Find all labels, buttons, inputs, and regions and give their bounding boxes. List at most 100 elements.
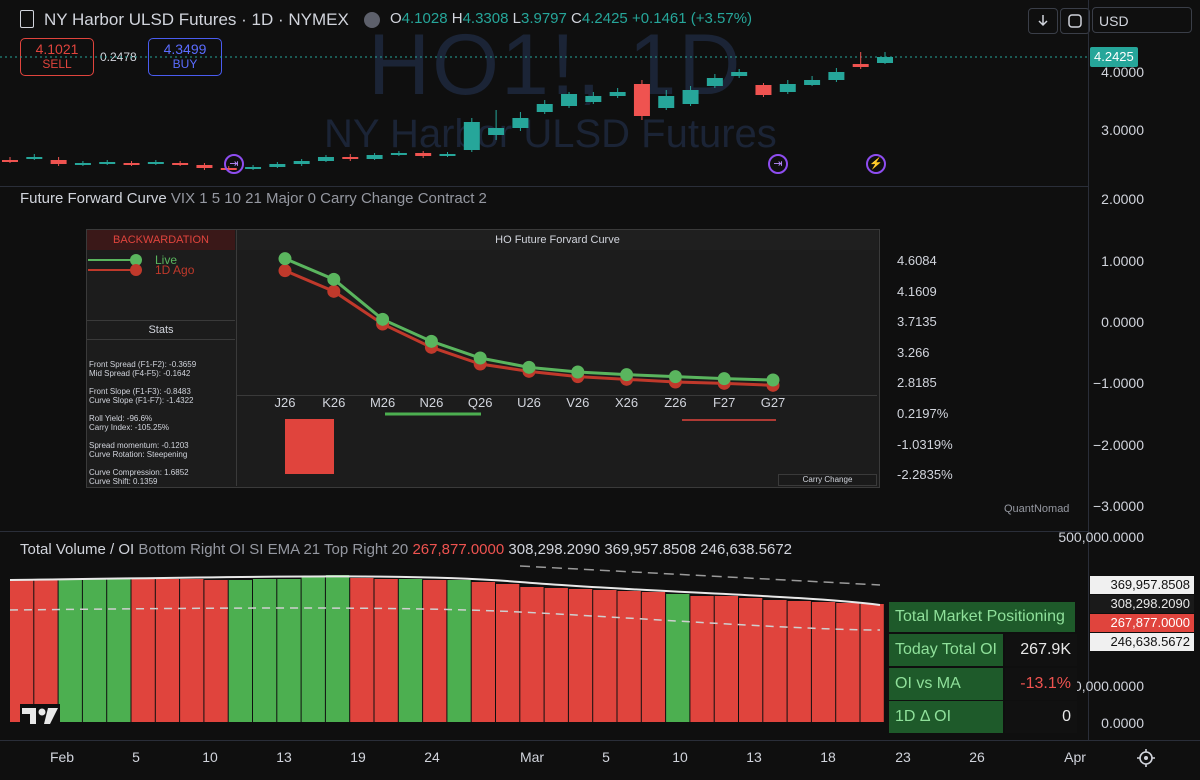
curve-category-label: G27: [761, 395, 786, 410]
pane-divider[interactable]: [0, 531, 1088, 532]
volume-bar: [253, 579, 277, 722]
price-candle: [682, 86, 699, 106]
positioning-value: 0: [1005, 701, 1077, 733]
dividend-event-icon[interactable]: ⇥: [768, 154, 788, 174]
forward-indicator-title: Future Forward Curve: [20, 190, 167, 207]
time-axis-label: 23: [895, 749, 911, 765]
forward-indicator-legend[interactable]: Future Forward Curve VIX 1 5 10 21 Major…: [20, 190, 487, 207]
legend-live: Live: [155, 253, 178, 267]
price-candle: [317, 155, 334, 162]
price-candle: [852, 52, 869, 69]
volume-bar: [690, 596, 714, 722]
volume-value-4: 246,638.5672: [700, 541, 793, 558]
volume-bar: [763, 600, 787, 722]
price-candle: [706, 74, 723, 88]
ohlc-readout: O4.1028 H4.3308 L3.9797 C4.2425 +0.1461 …: [390, 10, 752, 27]
market-status-icon[interactable]: [364, 12, 380, 28]
low-label: L: [512, 10, 521, 27]
sell-button[interactable]: 4.1021 SELL: [20, 38, 94, 76]
table-divider: [87, 320, 235, 321]
stats-line: Spread momentum: -0.1203: [89, 441, 189, 450]
buy-label: BUY: [172, 57, 198, 71]
open-label: O: [390, 10, 402, 27]
table-divider: [236, 250, 237, 486]
positioning-title: Total Market Positioning: [889, 602, 1075, 632]
curve-point-live: [327, 272, 341, 286]
volume-indicator-legend[interactable]: Total Volume / OI Bottom Right OI SI EMA…: [20, 541, 792, 558]
time-axis-label: 13: [746, 749, 762, 765]
volume-bar: [714, 596, 738, 722]
volume-bar: [301, 576, 325, 722]
curve-category-label: Q26: [468, 395, 493, 410]
price-candle: [390, 151, 407, 156]
volume-indicator-params: Bottom Right OI SI EMA 21 Top Right 20: [138, 541, 409, 558]
settings-gear-icon[interactable]: [1136, 748, 1156, 768]
curve-point-ago: [327, 284, 341, 298]
tradingview-logo-icon[interactable]: [20, 704, 60, 726]
volume-bar: [374, 579, 398, 722]
carry-pct-label: -2.2835%: [897, 467, 953, 482]
currency-select[interactable]: USD: [1092, 7, 1192, 33]
volume-bar: [739, 598, 763, 722]
low-value: 3.9797: [520, 10, 567, 27]
volume-bar: [10, 580, 34, 722]
volume-bar: [325, 575, 350, 722]
stats-line: Roll Yield: -96.6%: [89, 414, 153, 423]
volume-indicator-title: Total Volume / OI: [20, 541, 135, 558]
volume-bar: [350, 578, 374, 722]
price-axis[interactable]: [1088, 0, 1089, 740]
volume-bar: [155, 579, 180, 722]
fullscreen-icon[interactable]: [1060, 8, 1090, 34]
price-candle: [342, 154, 359, 161]
curve-category-label: X26: [615, 395, 638, 410]
currency-label: USD: [1099, 13, 1129, 29]
stats-line: [89, 432, 196, 441]
stats-line: Curve Rotation: Steepening: [89, 450, 188, 459]
price-candle: [488, 110, 505, 140]
download-icon[interactable]: [1028, 8, 1058, 34]
indicator-axis-label: 1.0000: [1101, 253, 1144, 269]
price-candle: [50, 157, 67, 166]
time-axis-label: 5: [132, 749, 140, 765]
price-candle: [269, 162, 286, 168]
stats-title: Stats: [87, 321, 235, 340]
lightning-event-icon[interactable]: ⚡: [866, 154, 886, 174]
price-candle: [804, 76, 821, 86]
pane-divider[interactable]: [0, 186, 1088, 187]
watermark-symbol: HO1!, 1D: [368, 17, 743, 113]
volume-bar: [131, 579, 155, 722]
carry-pct-label: 0.2197%: [897, 406, 949, 421]
volume-bar: [617, 591, 641, 722]
price-candle: [123, 161, 140, 166]
indicator-axis-label: 0.0000: [1101, 314, 1144, 330]
price-candle: [731, 69, 748, 78]
curve-point-live: [571, 365, 585, 379]
curve-price-label: 3.7135: [897, 314, 937, 329]
curve-price-label: 4.1609: [897, 284, 937, 299]
symbol-icon[interactable]: [20, 10, 34, 28]
curve-price-label: 3.266: [897, 345, 930, 360]
symbol-title[interactable]: NY Harbor ULSD Futures · 1D · NYMEX: [44, 10, 349, 29]
curve-price-label: 2.8185: [897, 375, 937, 390]
price-candle: [293, 159, 310, 166]
time-axis-label: 19: [350, 749, 366, 765]
dividend-event-icon[interactable]: ⇥: [224, 154, 244, 174]
curve-point-live: [424, 334, 438, 348]
carry-pct-label: -1.0319%: [897, 437, 953, 452]
volume-value-3: 369,957.8508: [604, 541, 697, 558]
volume-value-1: 267,877.0000: [412, 541, 505, 558]
volume-bar: [228, 580, 252, 722]
curve-legend-swatches: [88, 254, 142, 276]
curve-category-label: F27: [713, 395, 735, 410]
volume-axis-label: 100,000.0000: [1058, 678, 1144, 694]
curve-category-label: V26: [566, 395, 589, 410]
sell-price: 4.1021: [35, 41, 79, 57]
time-axis-label: 10: [202, 749, 218, 765]
curve-category-label: J26: [275, 395, 296, 410]
volume-bar: [277, 579, 301, 722]
axis-tag: 369,957.8508: [1090, 576, 1194, 594]
axis-tag: 246,638.5672: [1090, 633, 1194, 651]
price-candle: [439, 152, 456, 157]
volume-bar: [107, 579, 131, 722]
stats-line: Carry Index: -105.25%: [89, 423, 170, 432]
